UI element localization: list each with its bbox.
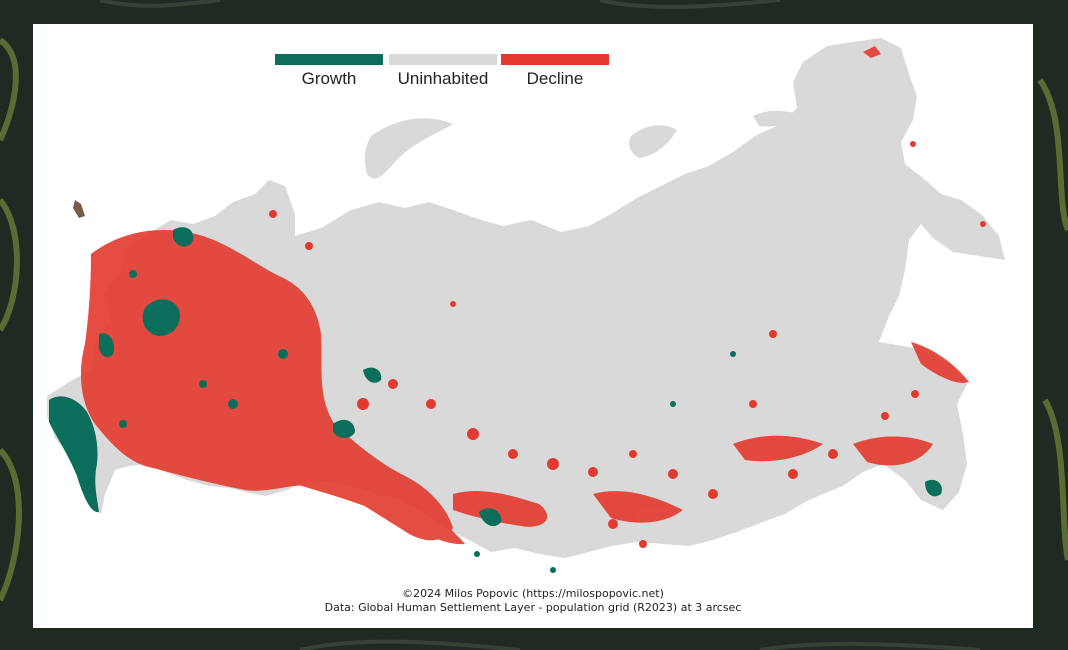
kaliningrad xyxy=(73,200,85,218)
legend: Growth Uninhabited Decline xyxy=(275,54,615,94)
new-siberian-islands xyxy=(753,110,803,127)
legend-label-uninhabited: Uninhabited xyxy=(397,69,489,88)
novaya-zemlya xyxy=(364,118,453,179)
legend-item-uninhabited: Uninhabited xyxy=(389,54,497,94)
legend-item-decline: Decline xyxy=(501,54,609,94)
russia-population-map xyxy=(47,38,1005,573)
legend-swatch-uninhabited xyxy=(389,54,497,65)
legend-label-decline: Decline xyxy=(526,69,584,88)
growth-zones xyxy=(49,227,942,573)
credits-data-source: Data: Global Human Settlement Layer - po… xyxy=(324,601,742,614)
legend-label-growth: Growth xyxy=(301,69,357,88)
legend-item-growth: Growth xyxy=(275,54,383,94)
decline-scatter xyxy=(269,141,986,548)
credits-author: ©2024 Milos Popovic (https://milospopovi… xyxy=(402,587,664,600)
sakhalin-island xyxy=(928,354,950,472)
legend-swatch-decline xyxy=(501,54,609,65)
severnaya-zemlya xyxy=(629,125,677,158)
legend-swatch-growth xyxy=(275,54,383,65)
credits: ©2024 Milos Popovic (https://milospopovi… xyxy=(33,587,1033,615)
map-panel: Growth Uninhabited Decline ©2024 Milos P… xyxy=(33,24,1033,628)
